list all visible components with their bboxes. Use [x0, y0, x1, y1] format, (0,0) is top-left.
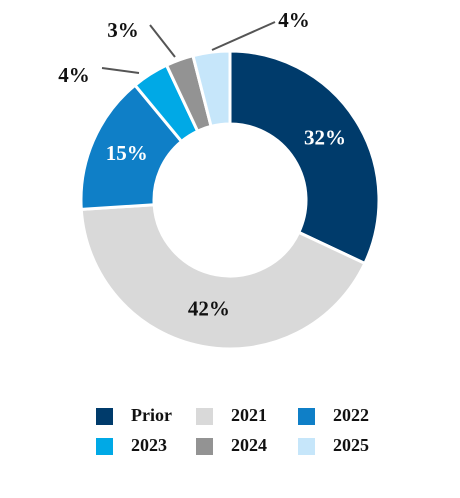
legend-label-2023: 2023: [131, 435, 167, 455]
leader-line-2025: [211, 21, 276, 51]
legend-item-2021: 2021: [196, 405, 267, 425]
legend-swatch-2023: [96, 438, 113, 455]
leader-line-2024: [149, 24, 176, 58]
leader-lines: [101, 21, 276, 74]
data-label-2022: 15%: [106, 141, 148, 165]
legend-label-2022: 2022: [333, 405, 369, 425]
slice-2021: [79, 203, 367, 351]
legend-label-2025: 2025: [333, 435, 369, 455]
legend-label-2021: 2021: [231, 405, 267, 425]
data-label-prior: 32%: [304, 126, 346, 150]
slice-prior: [228, 49, 381, 266]
legend-item-prior: Prior: [96, 405, 172, 425]
data-label-2023: 4%: [58, 63, 90, 87]
data-label-2024: 3%: [107, 18, 139, 42]
legend-label-2024: 2024: [231, 435, 267, 455]
legend-item-2025: 2025: [298, 435, 369, 455]
data-labels: 32% 42% 15% 4% 3% 4%: [58, 8, 346, 321]
slice-2025: [191, 49, 232, 129]
legend-swatch-prior: [96, 408, 113, 425]
legend-item-2024: 2024: [196, 435, 267, 455]
legend-swatch-2022: [298, 408, 315, 425]
data-label-2025: 4%: [278, 8, 310, 32]
leader-line-2023: [101, 67, 140, 74]
legend-label-prior: Prior: [131, 405, 172, 425]
donut-slices: [79, 49, 381, 351]
legend-swatch-2024: [196, 438, 213, 455]
data-label-2021: 42%: [188, 296, 230, 320]
legend-swatch-2025: [298, 438, 315, 455]
legend-swatch-2021: [196, 408, 213, 425]
legend-item-2023: 2023: [96, 435, 167, 455]
legend: Prior 2021 2022 2023 2024 2025: [96, 405, 369, 455]
legend-item-2022: 2022: [298, 405, 369, 425]
